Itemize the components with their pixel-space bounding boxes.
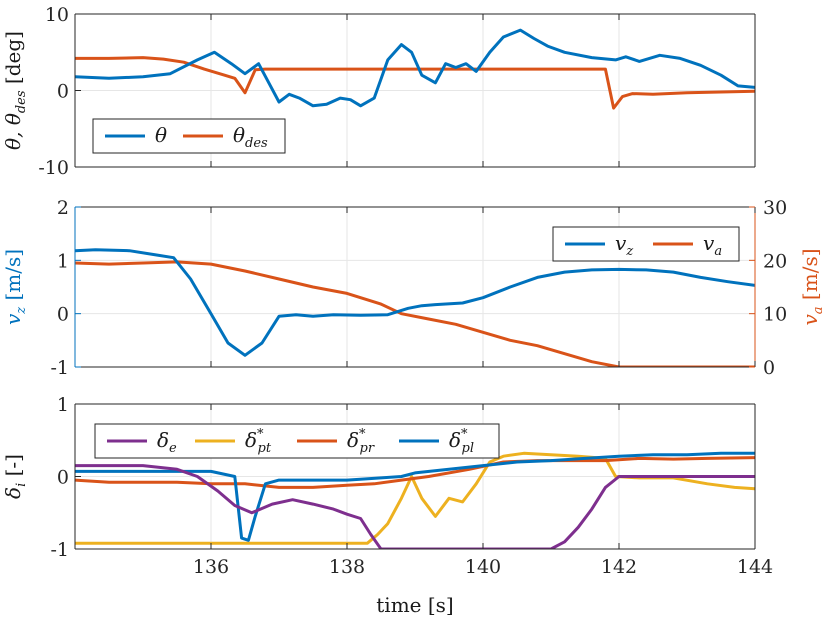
y-tick-label: 0 bbox=[763, 357, 775, 379]
x-tick-label: 142 bbox=[601, 556, 637, 578]
y-axis-label-right: va [m/s] bbox=[798, 248, 826, 325]
legend-entry: δ* pt bbox=[195, 427, 272, 456]
label-main: δ bbox=[1, 487, 25, 499]
legend-entry: θdes bbox=[183, 123, 268, 151]
label-main: v bbox=[615, 231, 627, 255]
label-main: θ, θ bbox=[1, 113, 25, 150]
label-sub: pt bbox=[258, 441, 272, 456]
label-unit: [deg] bbox=[1, 31, 25, 90]
legend-entry: δ* pl bbox=[399, 427, 474, 456]
y-tick-label: 30 bbox=[763, 197, 787, 219]
legend-label: θdes bbox=[233, 123, 268, 151]
series-line-θ bbox=[75, 28, 755, 108]
label-main: δ bbox=[245, 428, 257, 452]
label-sub: a bbox=[811, 306, 826, 314]
series-line-θdes bbox=[75, 56, 755, 110]
label-sup: * bbox=[257, 427, 264, 442]
label-main: v bbox=[798, 314, 822, 326]
label-main: θ bbox=[155, 123, 167, 147]
label-unit: [m/s] bbox=[798, 248, 822, 306]
label-sub: z bbox=[625, 244, 633, 259]
legend-entry: θ bbox=[105, 123, 167, 147]
label-sub: e bbox=[169, 441, 177, 456]
series-line-va bbox=[75, 260, 755, 367]
series-line-δpl bbox=[75, 451, 755, 542]
label-sub: i bbox=[14, 483, 29, 487]
legend: θ θdes bbox=[92, 118, 286, 154]
label-unit: [m/s] bbox=[1, 249, 25, 307]
legend-label: vz bbox=[615, 231, 633, 259]
y-tick-label: 1 bbox=[57, 250, 69, 272]
label-main: δ bbox=[347, 428, 359, 452]
label-unit: [-] bbox=[1, 454, 25, 483]
y-tick-label: 0 bbox=[57, 467, 69, 489]
legend-label: δ* pt bbox=[245, 427, 272, 456]
x-axis-label: time [s] bbox=[376, 593, 453, 617]
label-sup: * bbox=[359, 427, 366, 442]
label-sub: des bbox=[14, 90, 29, 113]
series-line-δe bbox=[75, 464, 755, 549]
y-tick-label: 1 bbox=[57, 394, 69, 416]
y-tick-label: 10 bbox=[45, 4, 69, 26]
y-tick-label: -1 bbox=[50, 357, 69, 379]
y-axis-label: δi [-] bbox=[1, 454, 29, 499]
series-line-δpt bbox=[75, 451, 755, 545]
series-line-vz bbox=[75, 248, 755, 357]
legend: δe δ* pt δ* pr δ* pl bbox=[94, 423, 500, 459]
y-tick-label: 0 bbox=[57, 81, 69, 103]
label-sub: z bbox=[14, 307, 29, 315]
legend-entry: δ* pr bbox=[297, 427, 375, 456]
x-tick-label: 140 bbox=[465, 556, 501, 578]
x-tick-label: 144 bbox=[737, 556, 773, 578]
y-axis-label: θ, θdes [deg] bbox=[1, 31, 29, 150]
label-sub: pr bbox=[360, 441, 375, 456]
legend-label: θ bbox=[155, 123, 167, 147]
legend: vz va bbox=[552, 226, 740, 262]
legend-entry: vz bbox=[565, 231, 633, 259]
label-main: v bbox=[703, 231, 715, 255]
label-main: δ bbox=[157, 428, 169, 452]
legend-label: δ* pr bbox=[347, 427, 375, 456]
y-tick-label: 10 bbox=[763, 304, 787, 326]
y-tick-label: 2 bbox=[57, 197, 69, 219]
label-main: v bbox=[1, 313, 25, 325]
legend-entry: δe bbox=[107, 428, 177, 456]
legend-label: δ* pl bbox=[449, 427, 474, 456]
label-sub: pl bbox=[462, 441, 474, 456]
label-sub: des bbox=[245, 136, 268, 151]
y-tick-label: 0 bbox=[57, 304, 69, 326]
label-main: θ bbox=[233, 123, 245, 147]
y-tick-label: -10 bbox=[38, 157, 69, 179]
y-tick-label: -1 bbox=[50, 539, 69, 561]
y-tick-label: 20 bbox=[763, 250, 787, 272]
x-tick-label: 136 bbox=[193, 556, 229, 578]
y-axis-label-left: vz [m/s] bbox=[1, 249, 29, 325]
x-tick-label: 138 bbox=[329, 556, 365, 578]
legend-label: va bbox=[703, 231, 722, 259]
label-sub: a bbox=[714, 244, 722, 259]
label-main: δ bbox=[449, 428, 461, 452]
legend-label: δe bbox=[157, 428, 177, 456]
label-sup: * bbox=[461, 427, 468, 442]
series-line-δpr bbox=[75, 456, 755, 489]
legend-entry: va bbox=[653, 231, 722, 259]
